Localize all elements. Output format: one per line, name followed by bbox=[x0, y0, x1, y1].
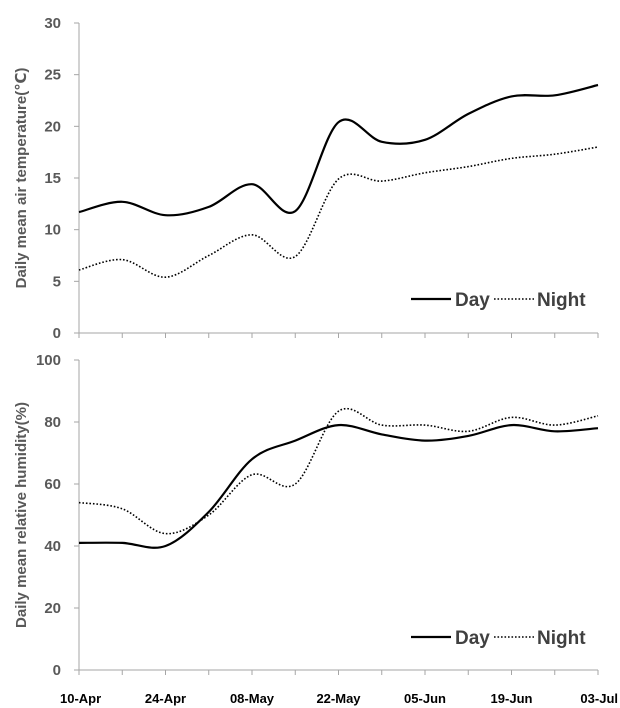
humidity-chart-panel: 0 20 40 60 80 100 Daily mean relative humidity… bbox=[13, 352, 599, 679]
legend-label-night: Night bbox=[537, 628, 586, 649]
y-tick-label: 15 bbox=[44, 170, 61, 187]
series-line-night bbox=[78, 408, 599, 535]
x-tick-label: 24-Apr bbox=[145, 691, 186, 706]
temperature-chart-panel: 0 5 10 15 20 25 30 Daily mean air temperature(℃… bbox=[13, 15, 599, 342]
y-tick-label: 20 bbox=[44, 118, 61, 135]
y-tick-label: 25 bbox=[44, 67, 61, 84]
legend-label-night: Night bbox=[537, 290, 586, 311]
y-axis-label: Daily mean relative humidity(%) bbox=[13, 402, 30, 628]
y-tick-label: 0 bbox=[53, 662, 61, 679]
y-tick-label: 80 bbox=[44, 414, 61, 431]
series-line-day bbox=[78, 423, 599, 549]
x-tick-label: 22-May bbox=[316, 691, 361, 706]
y-tick-label: 60 bbox=[44, 476, 61, 493]
y-tick-label: 40 bbox=[44, 538, 61, 555]
x-tick-label: 19-Jun bbox=[491, 691, 533, 706]
x-axis-tick-labels: 10-Apr 24-Apr 08-May 22-May 05-Jun 19-Jun 03-J… bbox=[60, 691, 618, 706]
y-tick-label: 20 bbox=[44, 600, 61, 617]
y-axis-label: Daily mean air temperature(℃) bbox=[13, 68, 30, 289]
x-tick-label: 03-Jul bbox=[580, 691, 618, 706]
y-tick-label: 5 bbox=[53, 273, 61, 290]
legend-label-day: Day bbox=[455, 290, 490, 311]
y-tick-label: 30 bbox=[44, 15, 61, 32]
legend: Day Night bbox=[411, 628, 586, 649]
x-tick-label: 08-May bbox=[230, 691, 275, 706]
x-tick-label: 05-Jun bbox=[404, 691, 446, 706]
legend-label-day: Day bbox=[455, 628, 490, 649]
series-line-night bbox=[78, 146, 599, 279]
y-tick-label: 100 bbox=[36, 352, 61, 369]
y-tick-label: 0 bbox=[53, 325, 61, 342]
y-tick-label: 10 bbox=[44, 222, 61, 239]
legend: Day Night bbox=[411, 290, 586, 311]
x-tick-label: 10-Apr bbox=[60, 691, 101, 706]
series-line-day bbox=[78, 83, 599, 217]
